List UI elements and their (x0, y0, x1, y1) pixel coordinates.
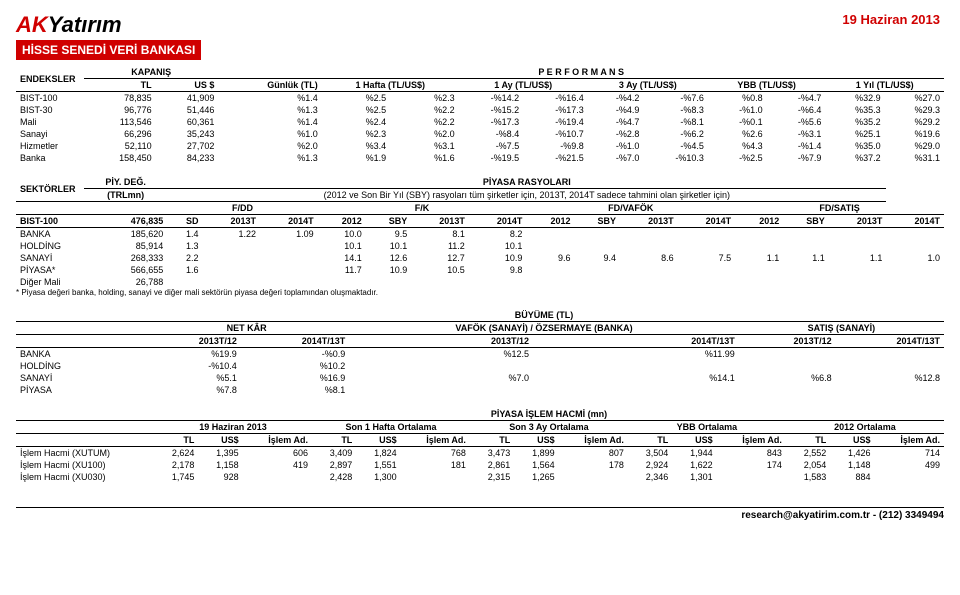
h-performans: P E R F O R M A N S (218, 66, 944, 79)
table-row: HOLDİNG-%10.4%10.2 (16, 360, 944, 372)
table-row: BIST-100476,835SD2013T2014T2012SBY2013T2… (16, 215, 944, 228)
volume-table: PİYASA İŞLEM HACMİ (mn) 19 Haziran 2013 … (16, 408, 944, 483)
table-row: İşlem Hacmi (XU100)2,1781,1584192,8971,5… (16, 459, 944, 471)
table-row: BIST-3096,77651,446%1.3%2.5%2.2-%15.2-%1… (16, 104, 944, 116)
sectors-table: SEKTÖRLER PİY. DEĞ. PİYASA RASYOLARI (TR… (16, 176, 944, 288)
table-row: İşlem Hacmi (XU030)1,7459282,4281,3002,3… (16, 471, 944, 483)
table-row: Hizmetler52,11027,702%2.0%3.4%3.1-%7.5-%… (16, 140, 944, 152)
table-row: Diğer Mali26,788 (16, 276, 944, 288)
logo: AKYatırım (16, 12, 944, 38)
table-row: Mali113,54660,361%1.4%2.4%2.2-%17.3-%19.… (16, 116, 944, 128)
table-row: İşlem Hacmi (XUTUM)2,6241,3956063,4091,8… (16, 447, 944, 460)
table-row: BANKA185,6201.41.221.0910.09.58.18.2 (16, 228, 944, 241)
table-row: SANAYİ%5.1%16.9%7.0%14.1%6.8%12.8 (16, 372, 944, 384)
logo-yatirim: Yatırım (48, 12, 122, 37)
table-row: PİYASA%7.8%8.1 (16, 384, 944, 396)
page-title: HİSSE SENEDİ VERİ BANKASI (16, 40, 201, 60)
table-row: HOLDİNG85,9141.310.110.111.210.1 (16, 240, 944, 252)
table-row: Banka158,45084,233%1.3%1.9%1.6-%19.5-%21… (16, 152, 944, 164)
report-date: 19 Haziran 2013 (842, 12, 940, 27)
table-row: PİYASA*566,6551.611.710.910.59.8 (16, 264, 944, 276)
indices-table: ENDEKSLER KAPANIŞ P E R F O R M A N S TL… (16, 66, 944, 164)
h-endeksler: ENDEKSLER (16, 66, 84, 92)
sectors-note: * Piyasa değeri banka, holding, sanayi v… (16, 288, 944, 297)
table-row: SANAYİ268,3332.214.112.612.710.99.69.48.… (16, 252, 944, 264)
h-kapanis: KAPANIŞ (84, 66, 218, 79)
table-row: Sanayi66,29635,243%1.0%2.3%2.0-%8.4-%10.… (16, 128, 944, 140)
growth-table: BÜYÜME (TL) NET KÂR VAFÖK (SANAYİ) / ÖZS… (16, 309, 944, 396)
footer-contact: research@akyatirim.com.tr - (212) 334949… (16, 507, 944, 521)
logo-ak: AK (16, 12, 48, 37)
table-row: BIST-10078,83541,909%1.4%2.5%2.3-%14.2-%… (16, 92, 944, 105)
table-row: BANKA%19.9-%0.9%12.5%11.99 (16, 348, 944, 361)
